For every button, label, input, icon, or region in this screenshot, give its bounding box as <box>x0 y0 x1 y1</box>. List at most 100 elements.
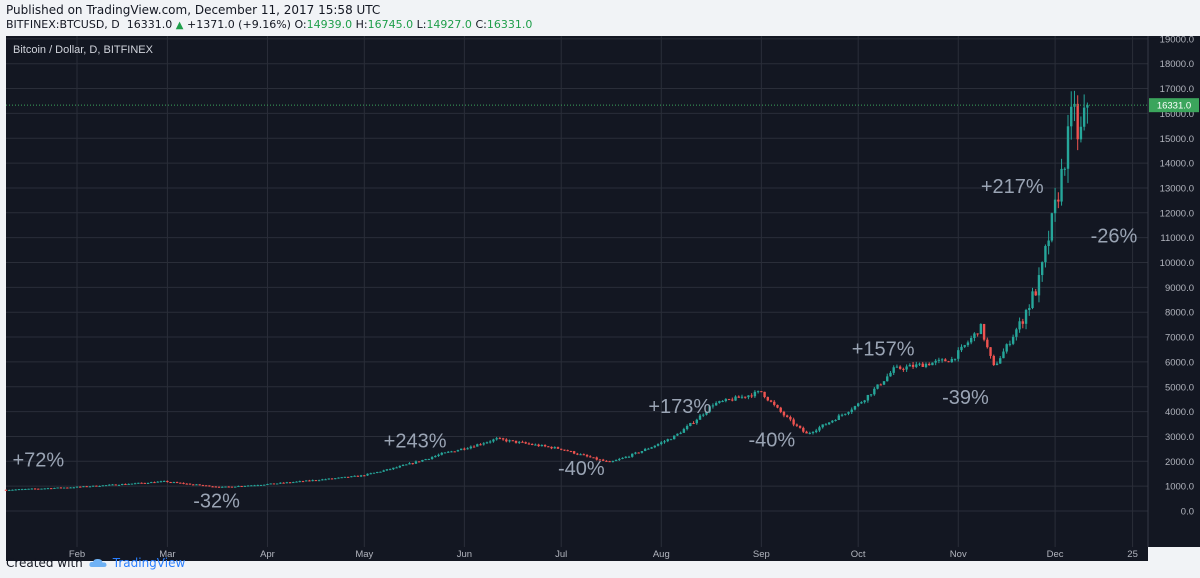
candle <box>585 454 589 457</box>
candle <box>33 488 37 490</box>
candle <box>918 363 921 365</box>
candle <box>421 459 424 462</box>
y-tick-label: 8000.0 <box>1165 308 1194 319</box>
candle <box>75 486 79 488</box>
candle <box>1011 336 1015 344</box>
candle <box>114 484 117 486</box>
candle <box>366 473 369 476</box>
candle <box>224 486 227 488</box>
candle <box>643 448 647 452</box>
candle <box>292 482 295 484</box>
candle <box>59 487 63 489</box>
candle <box>127 483 130 485</box>
y-tick-label: 5000.0 <box>1165 382 1194 393</box>
candle <box>882 381 886 385</box>
plot-area[interactable] <box>6 36 1148 547</box>
candle <box>947 361 950 363</box>
candle <box>350 476 353 478</box>
candle <box>253 485 256 487</box>
candle <box>30 488 34 490</box>
candle <box>495 438 498 440</box>
candle <box>298 481 301 483</box>
candle <box>718 401 721 403</box>
candle <box>137 482 140 484</box>
candle <box>162 480 166 482</box>
candle <box>731 399 734 401</box>
candle <box>317 480 321 482</box>
candle <box>702 414 705 416</box>
candle <box>327 478 330 480</box>
candle <box>808 432 811 434</box>
y-tick-label: 11000.0 <box>1160 233 1194 244</box>
candle <box>27 488 30 490</box>
candle <box>834 419 837 421</box>
percent-annotation: -40% <box>748 429 795 451</box>
candle <box>4 489 8 491</box>
candle <box>621 457 624 459</box>
close-value: 16331.0 <box>486 18 533 31</box>
candle <box>714 402 718 406</box>
candle <box>950 359 954 363</box>
candle <box>879 384 882 386</box>
candle <box>146 482 150 484</box>
candle <box>724 399 728 402</box>
candle <box>982 324 986 340</box>
candle <box>534 444 537 446</box>
x-tick-label: May <box>355 549 373 560</box>
candle <box>343 476 347 478</box>
candle <box>388 469 392 471</box>
candle <box>301 481 305 483</box>
candle <box>95 485 98 487</box>
candle <box>627 456 631 458</box>
candle <box>676 433 679 436</box>
candle <box>763 391 766 398</box>
candle <box>1082 107 1086 127</box>
candle <box>285 482 289 484</box>
candle <box>656 444 660 446</box>
candle <box>211 486 214 488</box>
last-price-label: 16331.0 <box>1157 101 1191 112</box>
candle <box>766 397 770 401</box>
candle <box>188 483 192 485</box>
candle <box>1028 308 1031 311</box>
symbol-line: BITFINEX:BTCUSD, D 16331.0 ▲ +1371.0 (+9… <box>6 18 532 31</box>
candle <box>121 484 124 486</box>
price-axis[interactable] <box>1148 36 1200 547</box>
y-tick-label: 12000.0 <box>1160 208 1194 219</box>
candle <box>563 449 566 451</box>
candle <box>818 427 821 431</box>
candle <box>24 488 27 490</box>
y-tick-label: 6000.0 <box>1165 357 1194 368</box>
percent-annotation: -40% <box>558 458 605 480</box>
candle <box>892 367 895 373</box>
tradingview-brand[interactable]: TradingView <box>112 556 186 570</box>
candle <box>695 419 698 424</box>
last-price: 16331.0 <box>126 18 173 31</box>
candle <box>62 487 66 489</box>
candle <box>108 484 111 486</box>
x-tick-label: Dec <box>1047 549 1064 560</box>
candle <box>405 464 408 466</box>
candle <box>20 489 24 491</box>
candle <box>434 455 437 458</box>
candle <box>663 441 666 443</box>
candle <box>1060 168 1063 202</box>
candle <box>359 475 363 477</box>
candle <box>614 460 618 462</box>
x-tick-label: Mar <box>159 549 175 560</box>
candle <box>550 446 553 449</box>
candle <box>153 482 156 484</box>
candle <box>924 363 928 367</box>
candle <box>288 482 292 484</box>
candle <box>498 438 502 440</box>
candle <box>940 359 944 361</box>
candle <box>334 478 337 480</box>
candle <box>476 444 479 447</box>
candle <box>204 485 208 487</box>
time-axis[interactable] <box>6 547 1148 561</box>
symbol-name: BITFINEX:BTCUSD, D <box>6 18 120 31</box>
y-tick-label: 2000.0 <box>1165 457 1194 468</box>
candle <box>346 476 350 478</box>
y-tick-label: 19000.0 <box>1160 34 1194 45</box>
